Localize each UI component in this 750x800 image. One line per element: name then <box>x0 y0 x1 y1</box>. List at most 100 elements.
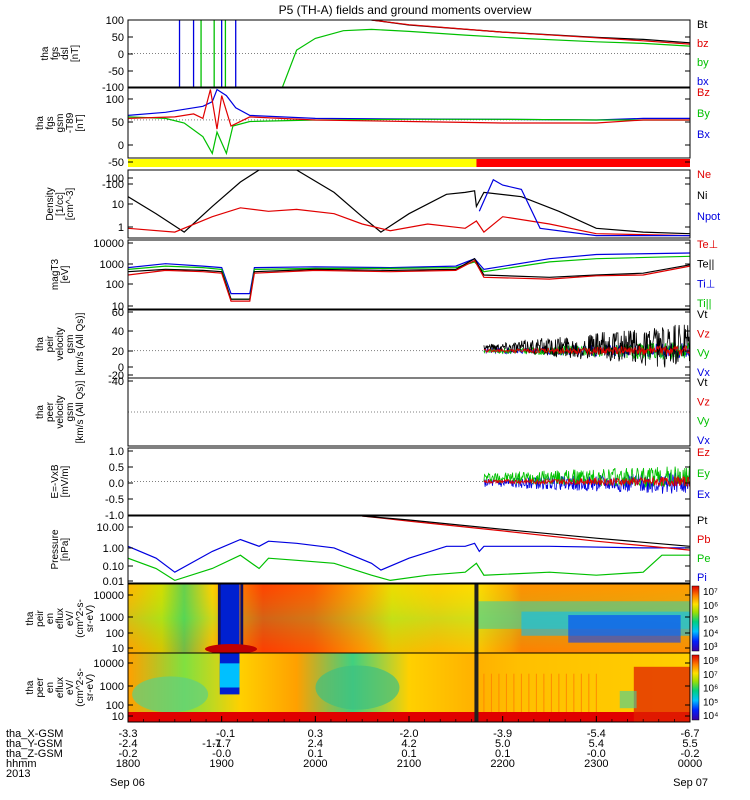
legend-peer-velocity-3: Vx <box>697 435 710 447</box>
ylabel-line: tha <box>35 337 46 351</box>
legend-fgs-gsm-0: Bz <box>697 87 710 99</box>
panel-content-peir-eflux <box>128 584 690 653</box>
ylabel-line: [nT] <box>75 114 86 131</box>
time-row-value-2-0: -0.2 <box>119 748 138 760</box>
colorbar-label-peer-eflux-0: 10⁸ <box>703 656 718 667</box>
heatmap-green-blob-2 <box>315 665 400 710</box>
time-row-value-2-5: -0.0 <box>587 748 606 760</box>
ylabel-line: velocity <box>55 327 66 360</box>
time-row-value-1-4: 5.0 <box>495 738 510 750</box>
colorbar-label-peir-eflux-2: 10⁵ <box>703 615 718 626</box>
heatmap-gap-line <box>474 584 479 653</box>
legend-peir-velocity-3: Vx <box>697 367 710 379</box>
ylabel-line: eV/ <box>65 680 76 695</box>
ytick-label-pressure-3: 0.01 <box>103 576 124 588</box>
time-row-value-1-6: 5.5 <box>682 738 697 750</box>
ylabel-line: Pressure <box>50 529 61 569</box>
ytick-label-temperature-2: 100 <box>106 279 124 291</box>
time-row-value-2-1: -0.0 <box>212 748 231 760</box>
legend-density-2: Npot <box>697 211 720 223</box>
panel-content-fgs-dsl <box>128 20 690 87</box>
ylabel-line: tha <box>35 116 46 130</box>
time-row-label-1: tha_Y-GSM <box>6 738 62 750</box>
time-row-value-2-6: -0.2 <box>681 748 700 760</box>
noise-peir-velocity-2 <box>483 324 690 368</box>
ylabel-fgs-dsl: thafgsdsl[nT] <box>40 45 81 62</box>
time-row-value-3-0: 1800 <box>116 758 140 770</box>
colorbar-label-peir-eflux-0: 10⁷ <box>703 587 718 598</box>
ylabel-peer-eflux: thapeerenefluxeV/(cm^2-s-sr-eV) <box>25 668 96 707</box>
series-fgs-gsm-bz <box>128 89 690 130</box>
time-row-value-2-4: 0.1 <box>495 748 510 760</box>
time-row-value-1-2: 2.4 <box>308 738 323 750</box>
time-row-value-4-0: Sep 06 <box>110 777 145 789</box>
ytick-label-fgs-dsl-3: -50 <box>108 66 124 78</box>
ylabel-line: [eV] <box>60 265 71 283</box>
time-row-value-1-3: 4.2 <box>401 738 416 750</box>
legend-peir-velocity-0: Vt <box>697 309 707 321</box>
time-row-value-3-3: 2100 <box>397 758 421 770</box>
ylabel-line: [nT] <box>70 45 81 62</box>
noise-e-field-1 <box>483 465 690 488</box>
ytick-label-fgs-gsm-1: 50 <box>112 117 124 129</box>
noise-e-field-2 <box>483 475 690 488</box>
ytick-label-pressure-2: 0.10 <box>103 561 124 573</box>
colorbar-label-peer-eflux-1: 10⁷ <box>703 670 718 681</box>
ytick-label-e-field-2: 0.0 <box>109 478 124 490</box>
panel-content-e-field <box>128 465 690 494</box>
ytick-label-pressure-1: 1.00 <box>103 543 124 555</box>
heatmap-late-green-edge <box>619 690 637 709</box>
panel-content-fgs-gsm <box>128 88 690 156</box>
panel-content-peir-velocity <box>128 324 690 368</box>
legend-pressure-2: Pe <box>697 553 710 565</box>
legend-e-field-1: Ey <box>697 468 710 480</box>
legend-density-0: Ne <box>697 169 711 181</box>
time-row-value-3-2: 2000 <box>303 758 327 770</box>
ylabel-line: [km/s (All Qs)] <box>75 380 86 443</box>
legend-fgs-gsm-1: By <box>697 108 710 120</box>
time-row-label-4: 2013 <box>6 768 30 780</box>
ytick-label-fgs-gsm-3: -50 <box>108 157 124 169</box>
ylabel-line: velocity <box>55 395 66 428</box>
panel-fgs-dsl: 100 50 0 -50 -100 thafgsdsl[nT] Bt bz by bx <box>40 15 709 94</box>
ytick-label-pressure-0: 10.00 <box>96 522 124 534</box>
ytick-label-peir-velocity-0: 60 <box>112 307 124 319</box>
panel-peer-velocity: thapeervelocitygsm[km/s (All Qs)] Vt Vz Vy V… <box>35 377 710 447</box>
heatmap-base <box>128 653 690 722</box>
time-row-value-3-1: 1900 <box>209 758 233 770</box>
time-row-value-0-5: -5.4 <box>587 728 606 740</box>
colorbar-label-peir-eflux-3: 10⁴ <box>703 628 718 639</box>
time-row-value-1-0: -2.4 <box>119 738 138 750</box>
ytick-label-temperature-0: 10000 <box>93 238 124 250</box>
ytick-label-fgs-gsm-4: -100 <box>102 179 124 191</box>
time-row-value-0-2: 0.3 <box>308 728 323 740</box>
time-row-value-0-6: -6.7 <box>681 728 700 740</box>
ylabel-line: peir <box>45 335 56 352</box>
series-fgs-gsm-bx <box>128 88 690 121</box>
colorbar-label-peir-eflux-1: 10⁶ <box>703 601 718 612</box>
ylabel-line: fgs <box>50 47 61 60</box>
ytick-label-fgs-gsm-0: 100 <box>106 94 124 106</box>
time-row-label-0: tha_X-GSM <box>6 728 63 740</box>
time-row-value-3-5: 2300 <box>584 758 608 770</box>
ytick-label-peir-eflux-2: 100 <box>106 628 124 640</box>
time-row-value-3-4: 2200 <box>490 758 514 770</box>
ytick-label-density-1: 10 <box>112 199 124 211</box>
ytick-label-fgs-dsl-0: 100 <box>106 15 124 27</box>
plot-title: P5 (TH-A) fields and ground moments over… <box>279 3 532 17</box>
ylabel-line: en <box>45 613 56 624</box>
ylabel-line: peir <box>35 609 46 626</box>
ylabel-line: eV/ <box>65 611 76 626</box>
mode-bar-segment-1 <box>476 159 690 167</box>
ytick-label-peir-velocity-4: -20 <box>108 370 124 382</box>
ylabel-line: gsm <box>65 335 76 354</box>
ylabel-peir-velocity: thapeirvelocitygsm[km/s (All Qs)] <box>35 312 86 375</box>
time-row-value-0-3: -2.0 <box>400 728 419 740</box>
ylabel-temperature: magT3[eV] <box>50 259 71 291</box>
panel-frame-temperature <box>127 239 691 310</box>
time-row-value-1-1: -1.7 <box>212 738 231 750</box>
ytick-label-peir-eflux-3: 10 <box>112 643 124 655</box>
ylabel-e-field: E=-VxB[mV/m] <box>50 464 71 499</box>
